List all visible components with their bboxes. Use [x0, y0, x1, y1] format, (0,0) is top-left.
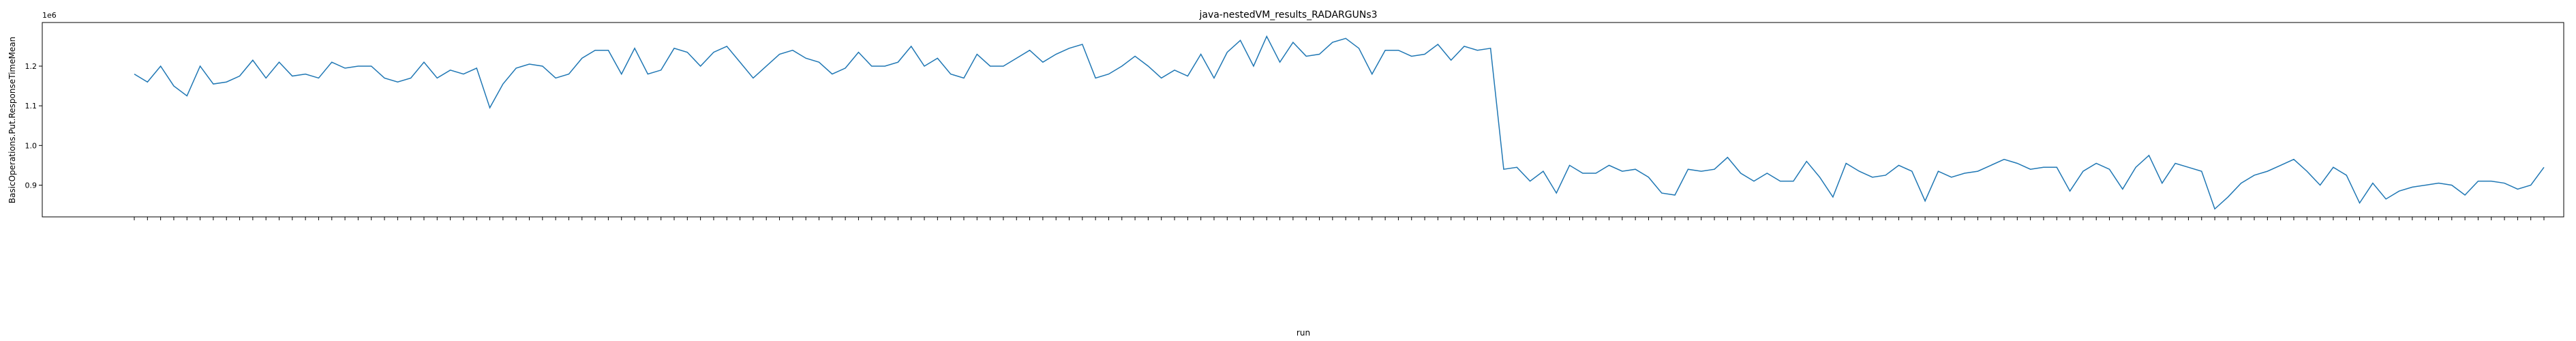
y-axis-label: BasicOperations.Put.ResponseTimeMean: [7, 37, 17, 203]
x-axis-label: run: [1297, 328, 1310, 338]
series-line: [134, 35, 2545, 210]
axes: [42, 22, 2564, 218]
chart-title: java-nestedVM_results_RADARGUNs3: [1198, 10, 1377, 20]
y-axis-ticks: 0.9 1.0 1.1 1.2: [25, 62, 42, 190]
y-tick-label: 1.1: [25, 102, 37, 110]
y-tick-label: 1.0: [25, 141, 37, 150]
x-axis-ticks: [134, 217, 2545, 220]
plot-frame: [42, 22, 2564, 218]
y-tick-label: 0.9: [25, 181, 37, 190]
plot-area: [134, 35, 2545, 210]
y-offset-label: 1e6: [42, 11, 57, 20]
y-tick-label: 1.2: [25, 62, 37, 71]
